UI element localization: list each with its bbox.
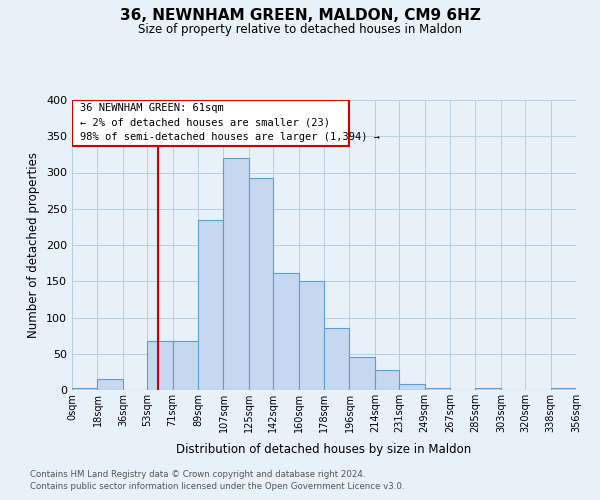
Text: Contains HM Land Registry data © Crown copyright and database right 2024.: Contains HM Land Registry data © Crown c…	[30, 470, 365, 479]
Bar	[375, 370, 399, 390]
Bar	[249, 178, 273, 390]
Bar	[324, 328, 349, 390]
Bar	[97, 379, 123, 390]
Bar	[273, 272, 299, 390]
Bar	[223, 158, 249, 390]
Bar	[551, 388, 576, 390]
Bar	[198, 220, 223, 390]
Text: Distribution of detached houses by size in Maldon: Distribution of detached houses by size …	[176, 442, 472, 456]
Bar	[72, 100, 349, 146]
Bar	[173, 340, 198, 390]
Text: Size of property relative to detached houses in Maldon: Size of property relative to detached ho…	[138, 22, 462, 36]
Text: Contains public sector information licensed under the Open Government Licence v3: Contains public sector information licen…	[30, 482, 404, 491]
Text: 36, NEWNHAM GREEN, MALDON, CM9 6HZ: 36, NEWNHAM GREEN, MALDON, CM9 6HZ	[119, 8, 481, 22]
Bar	[147, 340, 173, 390]
Y-axis label: Number of detached properties: Number of detached properties	[28, 152, 40, 338]
Bar	[475, 388, 501, 390]
Bar	[72, 388, 97, 390]
Bar	[425, 388, 450, 390]
Bar	[399, 384, 425, 390]
Bar	[299, 281, 324, 390]
Bar	[349, 358, 375, 390]
Text: 36 NEWNHAM GREEN: 61sqm
← 2% of detached houses are smaller (23)
98% of semi-det: 36 NEWNHAM GREEN: 61sqm ← 2% of detached…	[80, 103, 380, 142]
